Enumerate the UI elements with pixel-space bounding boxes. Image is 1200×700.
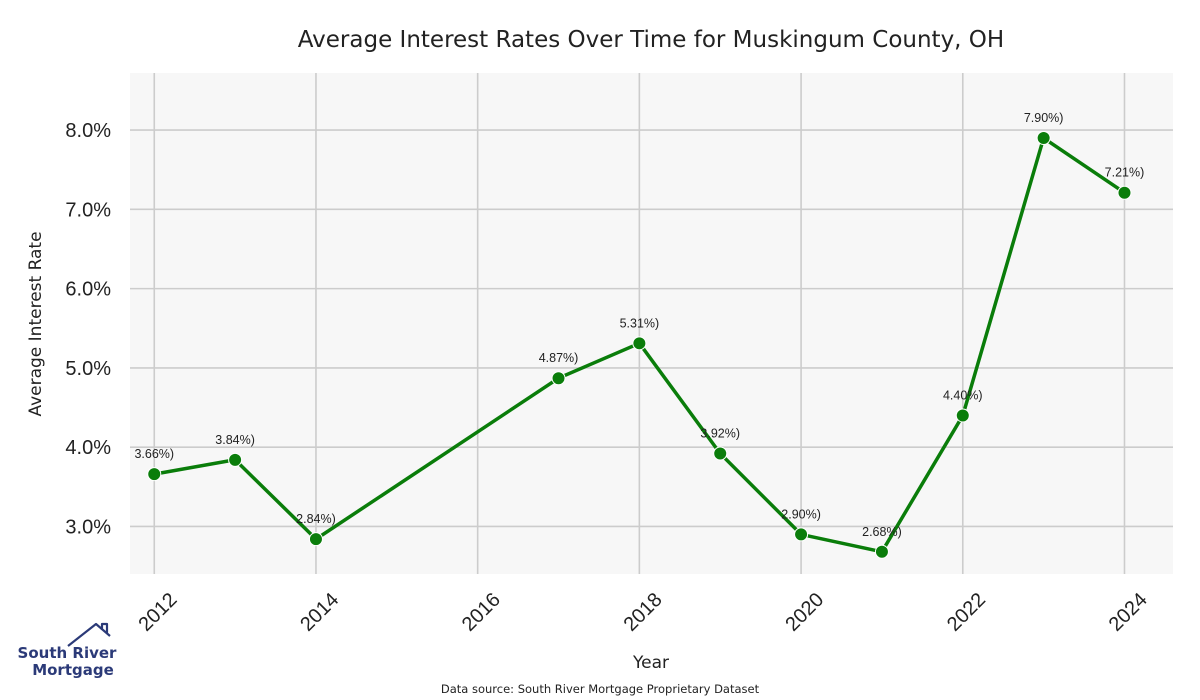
x-tick-label: 2016 — [458, 589, 505, 636]
data-label: 4.40%) — [943, 388, 983, 402]
plot-area — [130, 73, 1173, 574]
data-label: 3.66%) — [134, 447, 174, 461]
data-labels: 3.66%) 3.84%) 2.84%) 4.87%) 5.31%) 3.92%) 2.90… — [134, 111, 1144, 539]
x-tick-label: 2012 — [134, 589, 181, 636]
chart-title: Average Interest Rates Over Time for Mus… — [298, 27, 1004, 53]
x-tick-label: 2014 — [296, 589, 343, 636]
data-label: 3.92%) — [700, 427, 740, 441]
logo-line-2: Mortgage — [32, 661, 114, 679]
x-tick-label: 2022 — [943, 589, 990, 636]
data-label: 7.21%) — [1105, 166, 1145, 180]
data-point — [147, 467, 162, 482]
data-point — [1036, 131, 1051, 146]
data-point — [713, 446, 728, 461]
y-tick-label: 7.0% — [65, 199, 111, 221]
logo-line-1: South River — [18, 644, 118, 662]
company-logo: South River Mortgage — [18, 622, 118, 679]
x-tick-label: 2024 — [1105, 589, 1152, 636]
data-label: 2.68%) — [862, 525, 902, 539]
data-point — [308, 532, 323, 547]
data-label: 5.31%) — [620, 316, 660, 330]
x-axis-ticks: 2012 2014 2016 2018 2020 2022 2024 — [134, 589, 1151, 636]
data-label: 3.84%) — [215, 433, 255, 447]
data-point — [955, 408, 970, 423]
data-points — [147, 131, 1132, 559]
data-label: 2.90%) — [781, 507, 821, 521]
data-point — [551, 371, 566, 386]
source-note: Data source: South River Mortgage Propri… — [441, 682, 760, 696]
house-roof-icon — [67, 622, 111, 647]
x-axis-label: Year — [632, 653, 669, 673]
data-label: 7.90%) — [1024, 111, 1064, 125]
data-label: 4.87%) — [539, 351, 579, 365]
grid-lines — [130, 73, 1173, 574]
data-point — [228, 452, 243, 467]
data-point — [874, 544, 889, 559]
data-label: 2.84%) — [296, 512, 336, 526]
data-point — [794, 527, 809, 542]
y-tick-label: 8.0% — [65, 120, 111, 142]
x-tick-label: 2020 — [781, 589, 828, 636]
y-tick-label: 6.0% — [65, 279, 111, 301]
y-tick-label: 3.0% — [65, 516, 111, 538]
y-tick-label: 4.0% — [65, 437, 111, 459]
y-axis-ticks: 3.0% 4.0% 5.0% 6.0% 7.0% 8.0% — [65, 120, 111, 538]
y-tick-label: 5.0% — [65, 358, 111, 380]
x-tick-label: 2018 — [620, 589, 667, 636]
data-point — [632, 336, 647, 351]
y-axis-label: Average Interest Rate — [26, 231, 46, 416]
data-point — [1117, 185, 1132, 200]
